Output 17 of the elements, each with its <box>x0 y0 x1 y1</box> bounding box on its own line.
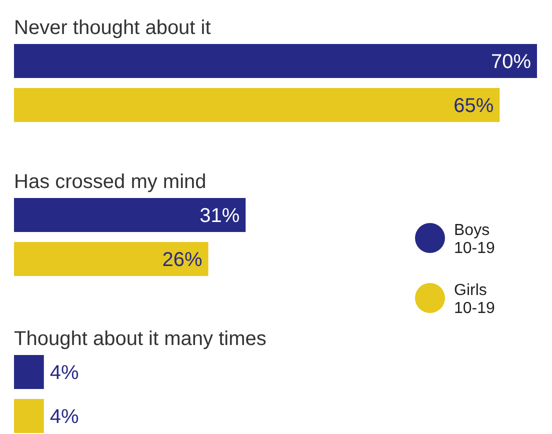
bar <box>14 399 44 433</box>
data-label: 65% <box>454 95 494 117</box>
bar <box>14 88 500 122</box>
y-tick-label: Thought about it many times <box>14 328 266 350</box>
data-label: 31% <box>200 205 240 227</box>
bar <box>14 198 246 232</box>
legend-label: Boys 10-19 <box>454 222 496 257</box>
bar <box>14 242 208 276</box>
bar <box>14 355 44 389</box>
bar <box>14 44 537 78</box>
y-tick-label: Has crossed my mind <box>14 171 206 193</box>
data-label: 4% <box>50 362 80 384</box>
y-tick-label: Never thought about it <box>14 17 212 39</box>
data-label: 70% <box>490 51 532 73</box>
data-label: 4% <box>50 406 80 428</box>
legend-label: Girls 10-19 <box>454 282 496 317</box>
data-label: 26% <box>162 249 202 271</box>
